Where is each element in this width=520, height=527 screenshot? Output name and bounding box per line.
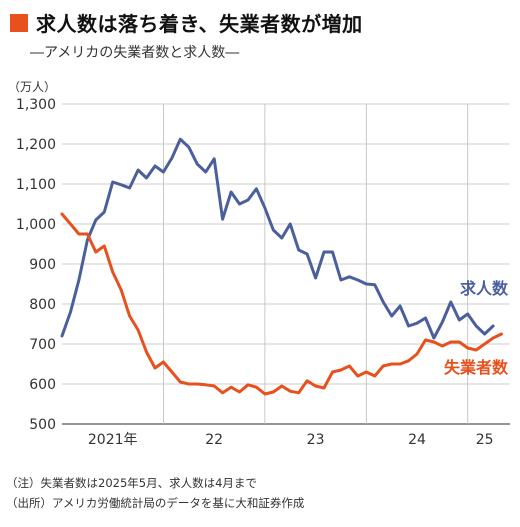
y-tick-label: 1,300 (16, 97, 56, 113)
y-tick-label: 900 (29, 257, 56, 273)
series-line (60, 137, 495, 340)
line-chart: 500 600 700 800 900 1,000 1,100 1,200 1,300 2021年… (16, 97, 510, 448)
x-tick-label: 2021年 (88, 432, 138, 448)
y-tick-label: 1,200 (16, 137, 56, 153)
y-tick-label: 1,100 (16, 177, 56, 193)
source-note: （出所）アメリカ労働統計局のデータを基に大和証券作成 (6, 496, 305, 510)
series-label: 求人数 (460, 279, 509, 298)
series-label: 失業者数 (444, 358, 509, 377)
footnote: （注）失業者数は2025年5月、求人数は4月まで (6, 476, 257, 490)
title-marker (10, 13, 28, 32)
x-tick-label: 23 (307, 432, 325, 448)
x-tick-label: 25 (476, 432, 494, 448)
x-tick-label: 24 (408, 432, 426, 448)
chart-title: 求人数は落ち着き、失業者数が増加 (36, 12, 363, 36)
title-row: 求人数は落ち着き、失業者数が増加 (10, 8, 363, 37)
y-tick-label: 800 (29, 297, 56, 313)
y-tick-label: 700 (29, 337, 56, 353)
y-tick-label: 600 (29, 377, 56, 393)
chart-subtitle: ―アメリカの失業者数と求人数― (30, 45, 240, 61)
x-tick-label: 22 (205, 432, 223, 448)
y-tick-label: 500 (29, 417, 56, 433)
series-line (60, 212, 503, 396)
y-axis-unit: （万人） (8, 80, 57, 94)
y-tick-label: 1,000 (16, 217, 56, 233)
